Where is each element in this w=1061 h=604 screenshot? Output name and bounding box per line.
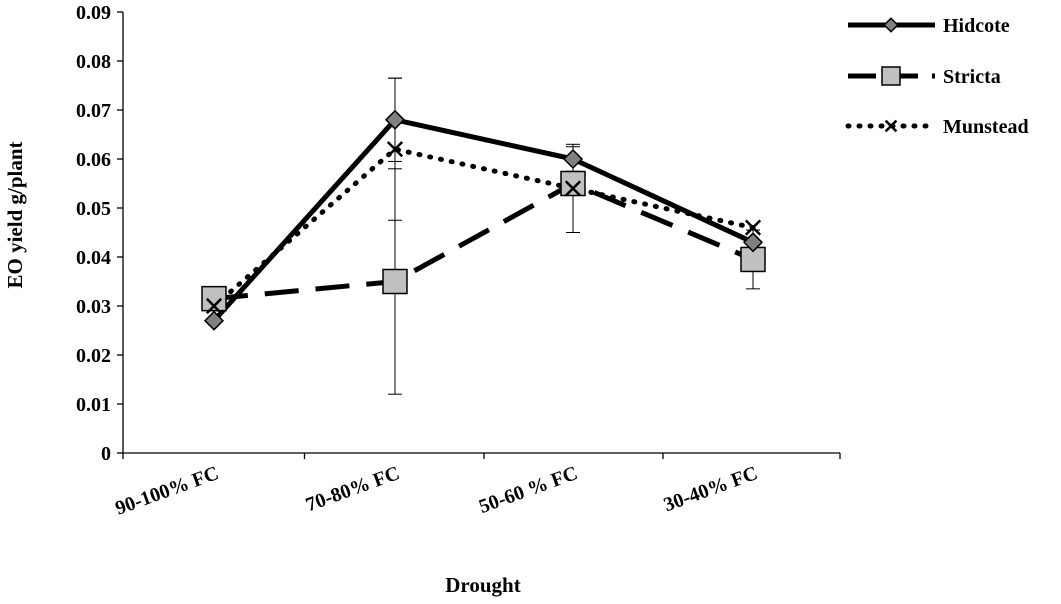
y-axis-title: EO yield g/plant xyxy=(3,141,27,288)
y-tick-label: 0.07 xyxy=(76,100,111,122)
data-point-stricta xyxy=(560,170,586,197)
x-axis-title: Drought xyxy=(445,573,520,597)
data-point-munstead xyxy=(744,219,762,236)
y-tick-label: 0.03 xyxy=(76,296,111,318)
data-point-hidcote xyxy=(562,148,584,170)
x-tick-label: 30-40% FC xyxy=(661,462,761,516)
marker-stroke xyxy=(564,180,582,197)
x-tick-label: 90-100% FC xyxy=(112,462,221,520)
y-tick-label: 0.04 xyxy=(76,247,111,269)
data-point-hidcote xyxy=(742,232,764,253)
series-lines xyxy=(211,117,756,324)
y-tick-label: 0.09 xyxy=(76,2,111,24)
legend-marker-hidcote xyxy=(883,17,899,33)
legend-label-munstead: Munstead xyxy=(943,116,1029,138)
series-line-stricta xyxy=(213,181,754,302)
legend-label-hidcote: Hidcote xyxy=(943,15,1010,37)
y-tick-label: 0 xyxy=(101,443,111,465)
marker-stroke xyxy=(205,297,223,315)
y-tick-label: 0.02 xyxy=(76,345,111,367)
legend-label-stricta: Stricta xyxy=(943,66,1001,88)
y-tick-label: 0.08 xyxy=(76,51,111,73)
data-point-hidcote xyxy=(203,310,225,331)
legend-marker-munstead xyxy=(884,119,898,133)
y-tick-label: 0.01 xyxy=(76,394,111,416)
legend: Hidcote Stricta Munstead xyxy=(845,15,1029,138)
axes: 0 0.01 0.02 0.03 0.04 0.05 0.06 0.07 0.08 0.09 90-… xyxy=(76,2,841,520)
legend-marker-stricta xyxy=(881,66,901,86)
series-line-munstead xyxy=(211,146,756,309)
x-tick-label: 50-60 % FC xyxy=(476,462,581,518)
data-point-munstead xyxy=(205,297,223,315)
series-line-hidcote xyxy=(211,117,756,324)
data-point-stricta xyxy=(382,268,408,295)
data-point-munstead xyxy=(386,141,404,158)
x-tick-label: 70-80% FC xyxy=(303,462,403,516)
marker-stroke xyxy=(386,141,404,158)
marker-stroke xyxy=(744,219,762,236)
data-point-hidcote xyxy=(384,109,406,130)
series-markers xyxy=(201,109,766,331)
y-tick-label: 0.05 xyxy=(76,198,111,220)
y-tick-label: 0.06 xyxy=(76,149,111,171)
data-point-munstead xyxy=(564,180,582,197)
marker-stroke xyxy=(884,119,898,133)
